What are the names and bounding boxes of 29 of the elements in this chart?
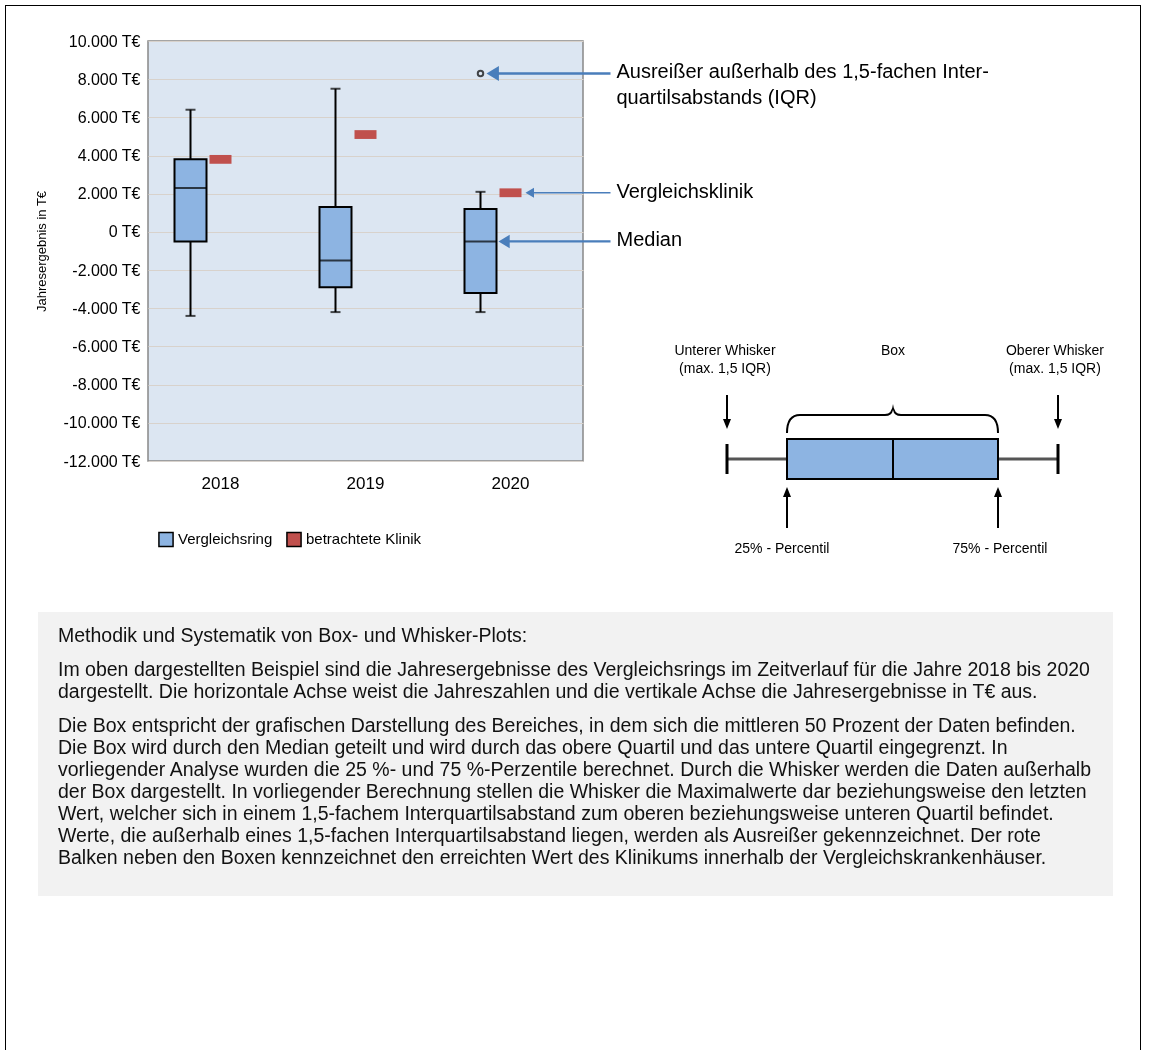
y-tick-label: -12.000 T€ [63, 452, 141, 470]
y-tick-label: 2.000 T€ [77, 185, 141, 203]
y-tick-label: -4.000 T€ [72, 299, 141, 317]
text: Ausreißer außerhalb des 1,5-fachen Inter- quartilsabstands (IQR) [616, 60, 989, 109]
y-axis-title: Jahresergebnis in T€ [34, 190, 50, 313]
y-tick-label: -6.000 T€ [72, 337, 141, 355]
legend-label: Vergleichsring [178, 530, 273, 548]
text: Methodik und Systematik von Box- und Whisker-Plots: [58, 624, 529, 646]
y-tick-label: -2.000 T€ [72, 261, 141, 279]
text: Die Box entspricht der grafischen Darstellung des Bereiches, in dem sich die mittleren 50 Prozent der Daten befinden. Die Box wird durch den Median geteilt und wird durch das obere Quartil und das untere Quartil eingegrenzt. In vorliegender Analyse wurden die 25 %- und 75 %-Perzentile berechnet. Durch die Whisker werden die Daten außerhalb der Box dargestellt. In vorliegender Berechnung stellen die Whisker die Maximalwerte dar beziehungsweise den letzten Wert, welcher sich in einem 1,5-fachem Interquartilsabstand zum oberen beziehungsweise unteren Quartil befindet. Werte, die außerhalb eines 1,5-fachen Interquartilsabstand liegen, werden als Ausreißer gekennzeichnet. Der rote Balken neben den Boxen kennzeichnet den erreichten Wert des Klinikums innerhalb der Vergleichskrankenhäuser. [58, 714, 1092, 868]
y-tick-label: 4.000 T€ [77, 147, 141, 165]
text: Median [616, 228, 683, 251]
text: Box [880, 342, 906, 358]
x-tick-label: 2018 [201, 473, 240, 493]
text: Unterer Whisker (max. 1,5 IQR) [674, 342, 776, 376]
y-tick-label: 8.000 T€ [77, 70, 141, 88]
y-tick-label: 0 T€ [108, 223, 141, 241]
text: Vergleichsklinik [616, 179, 755, 202]
y-tick-label: -10.000 T€ [63, 414, 141, 432]
y-tick-label: 6.000 T€ [77, 108, 141, 126]
text: Oberer Whisker (max. 1,5 IQR) [1005, 342, 1105, 376]
legend-label: betrachtete Klinik [306, 530, 422, 548]
y-tick-label: -8.000 T€ [72, 376, 141, 394]
x-tick-label: 2020 [491, 473, 530, 493]
text: 25% - Percentil [734, 540, 830, 556]
text: Im oben dargestellten Beispiel sind die Jahresergebnisse des Vergleichsrings im Zeitverlauf für die Jahre 2018 bis 2020 dargestellt. Die horizontale Achse weist die Jahreszahlen und die vertikale Achse die Jahresergebnisse in T€ aus. [58, 658, 1091, 702]
text: 75% - Percentil [952, 540, 1048, 556]
x-tick-label: 2019 [346, 473, 385, 493]
y-tick-label: 10.000 T€ [68, 32, 141, 50]
